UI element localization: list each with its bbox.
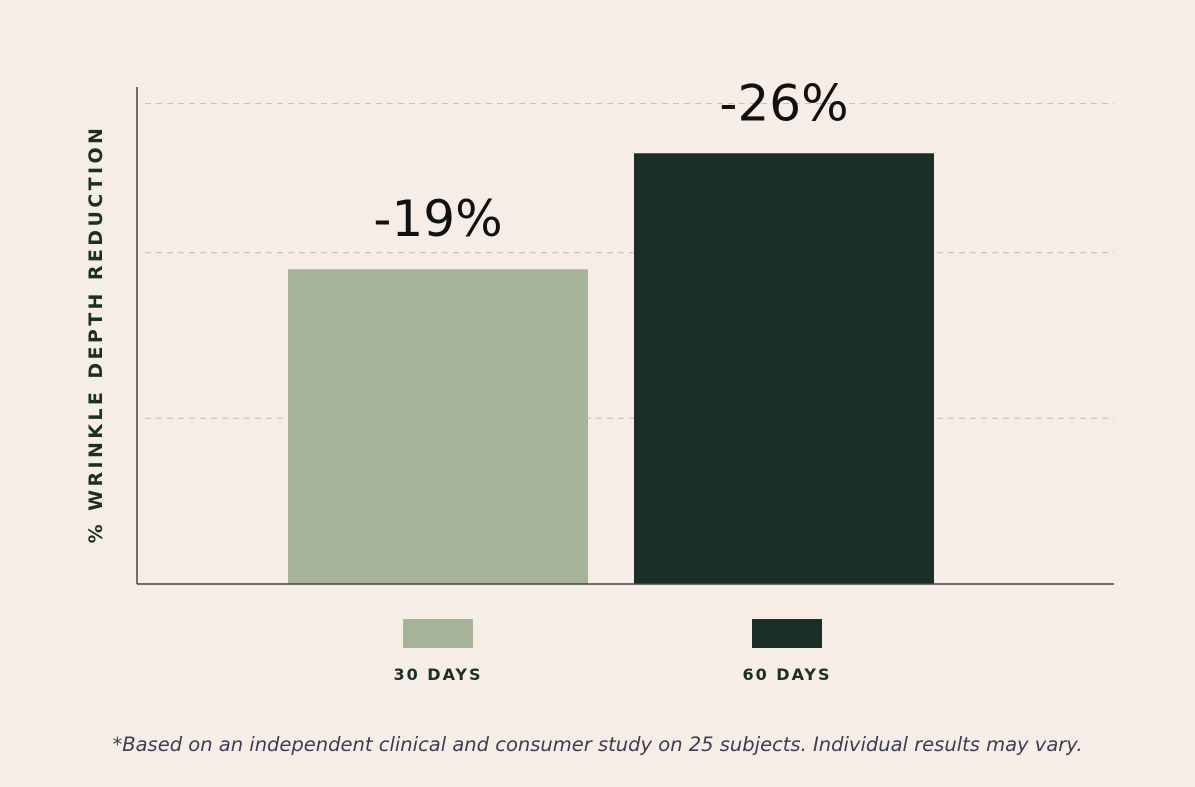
legend-swatch-60-days — [752, 619, 822, 648]
footnote: *Based on an independent clinical and co… — [112, 733, 1083, 756]
bars — [288, 153, 934, 584]
legend-label-60-days: 60 DAYS — [742, 665, 832, 684]
grid-lines — [145, 102, 1114, 419]
legend-swatch-30-days — [403, 619, 473, 648]
value-label-60-days: -26% — [719, 74, 848, 132]
value-label-30-days: -19% — [373, 190, 502, 248]
bar-30-days — [288, 269, 588, 584]
bar-60-days — [634, 153, 934, 584]
legend-label-30-days: 30 DAYS — [393, 665, 483, 684]
value-labels: -19% -26% — [373, 74, 848, 248]
y-axis-title: % WRINKLE DEPTH REDUCTION — [85, 124, 107, 544]
